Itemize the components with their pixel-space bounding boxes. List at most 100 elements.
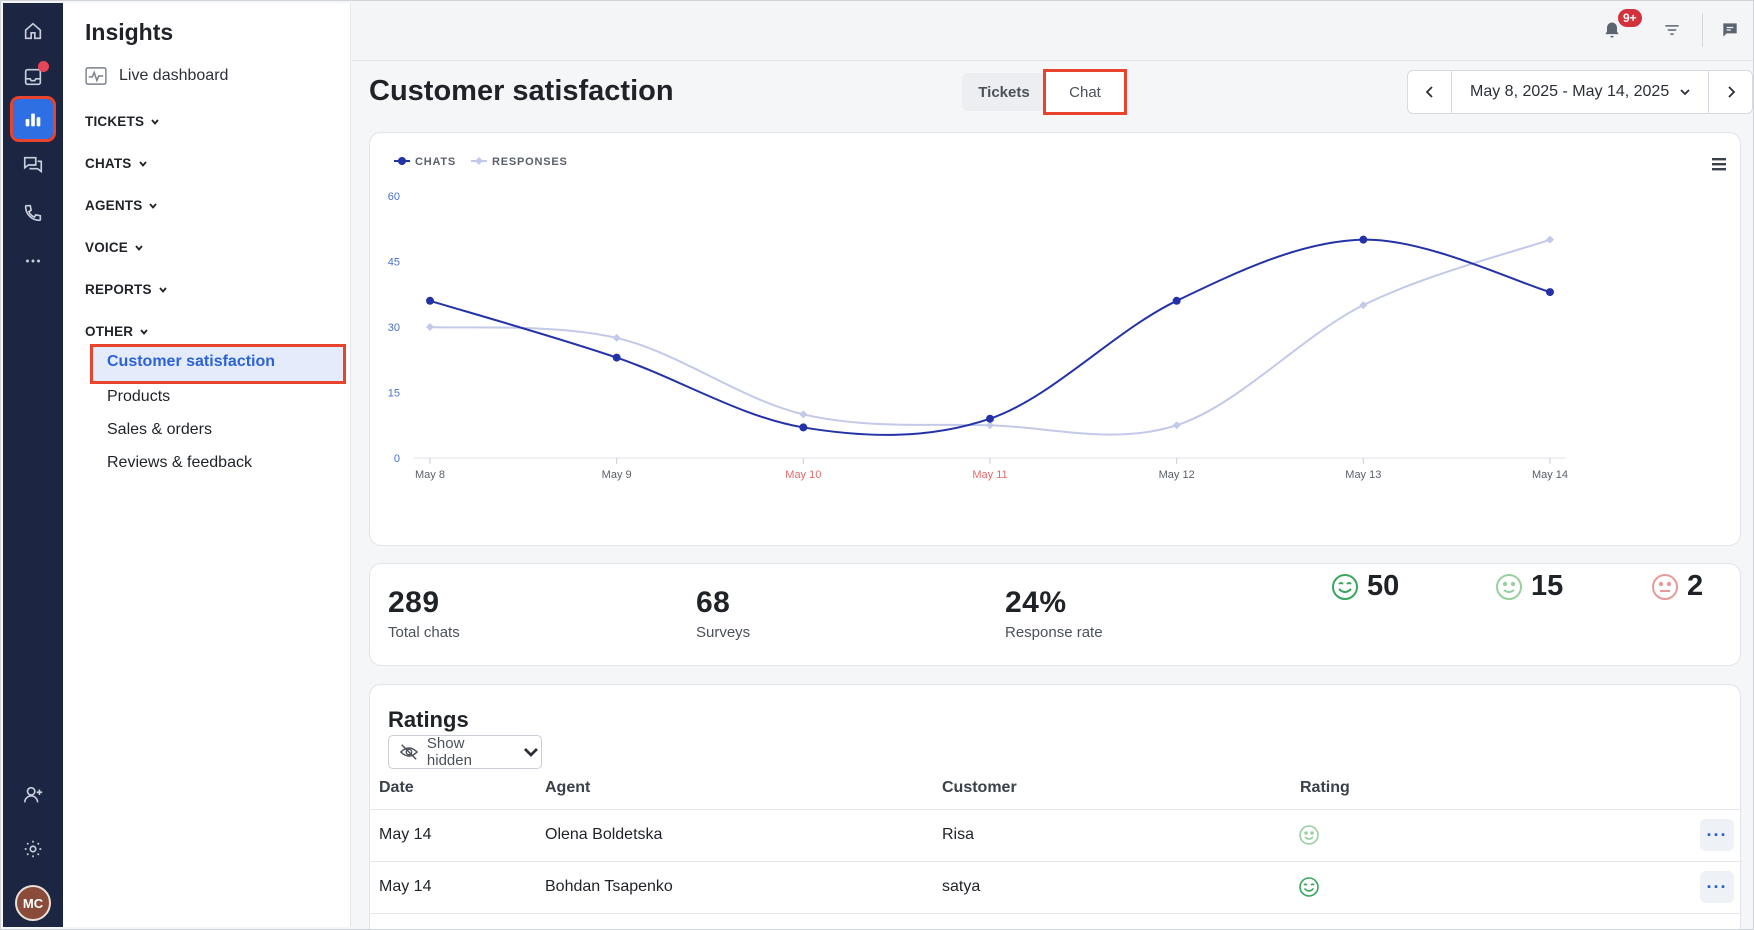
cell-date: May 14 (379, 826, 432, 843)
chevron-down-icon (135, 244, 143, 251)
show-hidden-dropdown[interactable]: Show hidden (388, 735, 542, 769)
chats-icon[interactable] (13, 145, 53, 185)
y-tick-label: 30 (388, 322, 400, 334)
data-point-chats (986, 414, 994, 423)
chevron-down-icon (151, 118, 159, 125)
unread-dot (38, 61, 49, 72)
chevron-down-icon (140, 328, 148, 335)
topbar-divider (1702, 13, 1703, 47)
cell-agent: Bohdan Tsapenko (545, 878, 673, 895)
series-line-responses (429, 238, 1551, 436)
stat-value: 68 (696, 586, 731, 619)
data-point-chats (1546, 288, 1554, 297)
table-row (370, 913, 1742, 929)
sidebar-item-live-dashboard[interactable]: Live dashboard (85, 67, 228, 85)
more-icon[interactable] (13, 241, 53, 281)
home-icon[interactable] (13, 11, 53, 51)
data-point-chats (1359, 235, 1368, 244)
bell-icon[interactable] (1597, 15, 1627, 45)
row-actions-button[interactable]: ··· (1700, 819, 1734, 851)
channel-toggle: Tickets Chat (962, 69, 1127, 115)
chevron-left-icon (1425, 86, 1433, 98)
sidebar-group-reports[interactable]: REPORTS (85, 282, 168, 297)
y-tick-label: 60 (388, 191, 400, 203)
x-tick-label: May 11 (972, 469, 1007, 481)
eye-off-icon (399, 744, 419, 760)
add-user-icon[interactable] (13, 775, 53, 815)
tab-chat[interactable]: Chat (1043, 69, 1127, 115)
inbox-icon[interactable] (13, 57, 53, 97)
sidebar-item-customer-satisfaction[interactable]: Customer satisfaction (90, 344, 346, 384)
stats-card: 289 Total chats 68 Surveys 24% Response … (369, 563, 1741, 666)
sidebar-item-reviews-feedback[interactable]: Reviews & feedback (107, 454, 252, 471)
ratings-card: Ratings Show hidden Date Agent Customer … (369, 684, 1742, 929)
column-header-rating[interactable]: Rating (1300, 779, 1350, 796)
column-header-date[interactable]: Date (379, 779, 414, 796)
table-row[interactable]: May 14 Olena Boldetska Risa ··· (370, 809, 1742, 861)
column-header-customer[interactable]: Customer (942, 779, 1017, 796)
y-tick-label: 15 (388, 388, 400, 400)
stat-surveys: 68 Surveys (696, 586, 750, 641)
cell-customer: Risa (942, 826, 975, 843)
data-point-responses (986, 421, 994, 430)
sidebar-title: Insights (85, 19, 174, 45)
legend-label-chats: CHATS (415, 156, 456, 168)
gear-icon[interactable] (13, 829, 53, 869)
sidebar-item-products[interactable]: Products (107, 388, 171, 405)
negative-count: 2 (1651, 570, 1703, 603)
date-range-picker: May 8, 2025 - May 14, 2025 (1407, 70, 1753, 114)
stat-total-chats: 289 Total chats (388, 586, 460, 641)
stat-value: 289 (388, 586, 440, 619)
chart-menu-icon[interactable] (1710, 155, 1728, 173)
stat-label: Response rate (1005, 624, 1103, 641)
pulse-icon (85, 67, 107, 85)
satisfaction-line-chart: 0 15 30 45 60 May 8 May 9 May 10 May 11 May 12 May… (388, 156, 1568, 481)
smile-face-icon (1496, 573, 1522, 600)
data-point-responses (426, 323, 434, 331)
insights-icon[interactable] (10, 96, 56, 142)
legend-label-responses: RESPONSES (492, 156, 568, 168)
tab-tickets[interactable]: Tickets (978, 83, 1030, 101)
sidebar-group-voice[interactable]: VOICE (85, 240, 144, 255)
phone-icon[interactable] (13, 193, 53, 233)
sidebar-group-tickets[interactable]: TICKETS (85, 114, 160, 129)
next-period-button[interactable] (1708, 71, 1752, 113)
chart-card: 0 15 30 45 60 May 8 May 9 May 10 May 11 May 12 May… (369, 132, 1741, 546)
x-tick-label: May 10 (785, 469, 821, 481)
data-point-chats (426, 296, 434, 305)
filter-icon[interactable] (1657, 15, 1687, 45)
x-tick-label: May 12 (1159, 469, 1195, 481)
message-icon[interactable] (1715, 15, 1745, 45)
cell-customer: satya (942, 878, 981, 895)
row-actions-button[interactable]: ··· (1700, 871, 1734, 903)
avatar[interactable]: MC (15, 885, 51, 921)
previous-period-button[interactable] (1408, 71, 1452, 113)
cell-agent: Olena Boldetska (545, 826, 663, 843)
column-header-agent[interactable]: Agent (545, 779, 591, 796)
notification-badge: 9+ (1618, 9, 1642, 27)
sidebar-group-agents[interactable]: AGENTS (85, 198, 158, 213)
chevron-down-icon (158, 286, 167, 293)
chevron-down-icon (138, 160, 147, 167)
sidebar-item-sales-orders[interactable]: Sales & orders (107, 421, 212, 438)
smile-face-icon (1299, 825, 1319, 845)
chevron-down-icon (149, 202, 158, 209)
chevron-down-icon (1680, 89, 1690, 96)
sidebar-item-label: Live dashboard (119, 67, 229, 84)
data-point-responses (1359, 301, 1368, 310)
ratings-title: Ratings (388, 707, 469, 732)
table-row[interactable]: May 14 Bohdan Tsapenko satya ··· (370, 861, 1742, 913)
stat-label: Total chats (388, 624, 460, 641)
insights-sidebar: Insights Live dashboard TICKETS CHATS AG… (63, 3, 351, 927)
data-point-chats (799, 423, 808, 432)
x-tick-label: May 13 (1345, 469, 1381, 481)
sidebar-group-chats[interactable]: CHATS (85, 156, 148, 171)
sidebar-group-other[interactable]: OTHER (85, 324, 149, 339)
chevron-right-icon (1727, 86, 1735, 98)
data-point-chats (612, 353, 621, 362)
legend-marker-responses (475, 157, 483, 165)
x-tick-label: May 9 (602, 469, 632, 481)
date-range-dropdown[interactable]: May 8, 2025 - May 14, 2025 (1470, 83, 1691, 101)
page-title: Customer satisfaction (369, 75, 674, 107)
